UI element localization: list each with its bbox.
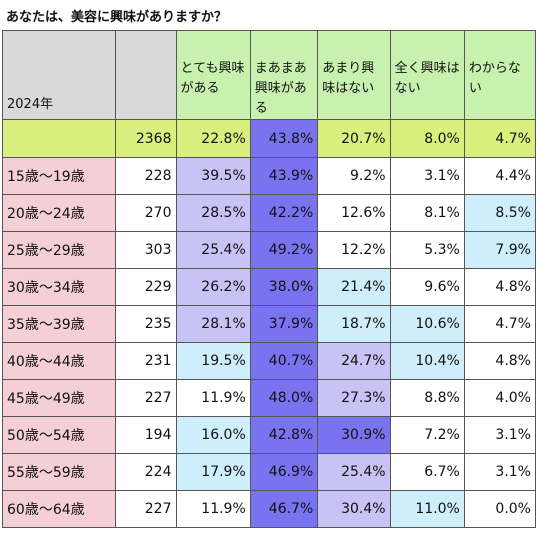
- percentage-cell: 19.5%: [175, 342, 251, 380]
- percentage-cell: 4.8%: [463, 342, 536, 380]
- percentage-cell: 4.8%: [463, 268, 536, 306]
- percentage-cell: 40.7%: [249, 342, 319, 380]
- percentage-cell: 25.4%: [175, 231, 251, 269]
- percentage-cell: 26.2%: [175, 268, 251, 306]
- respondent-count: 303: [115, 231, 177, 269]
- respondent-count: 227: [115, 379, 177, 417]
- percentage-cell: 4.7%: [463, 305, 536, 343]
- percentage-cell: 6.7%: [389, 453, 465, 491]
- percentage-cell: 3.1%: [389, 157, 465, 195]
- percentage-cell: 3.1%: [463, 416, 536, 454]
- respondent-count: 270: [115, 194, 177, 232]
- page-title: あなたは、美容に興味がありますか？: [6, 10, 228, 25]
- table-row: 35歳～39歳 235 28.1% 37.9% 18.7% 10.6% 4.7%: [1, 305, 536, 343]
- percentage-cell: 30.4%: [317, 490, 391, 528]
- table-row: 40歳～44歳 231 19.5% 40.7% 24.7% 10.4% 4.8%: [1, 342, 536, 380]
- age-label: 25歳～29歳: [1, 231, 117, 269]
- percentage-cell: 11.9%: [175, 379, 251, 417]
- percentage-cell: 10.4%: [389, 342, 465, 380]
- percentage-cell: 11.0%: [389, 490, 465, 528]
- respondent-count: 224: [115, 453, 177, 491]
- percentage-cell: 0.0%: [463, 490, 536, 528]
- percentage-cell: 49.2%: [249, 231, 319, 269]
- table-row: 55歳～59歳 224 17.9% 46.9% 25.4% 6.7% 3.1%: [1, 453, 536, 491]
- percentage-cell: 48.0%: [249, 379, 319, 417]
- table-row: 25歳～29歳 303 25.4% 49.2% 12.2% 5.3% 7.9%: [1, 231, 536, 269]
- percentage-cell: 25.4%: [317, 453, 391, 491]
- age-label: 55歳～59歳: [1, 453, 117, 491]
- respondent-count: 227: [115, 490, 177, 528]
- age-label: 40歳～44歳: [1, 342, 117, 380]
- percentage-cell: 21.4%: [317, 268, 391, 306]
- column-header: まあまあ興味がある: [249, 30, 319, 120]
- total-value: 22.8%: [175, 119, 251, 158]
- age-label: 30歳～34歳: [1, 268, 117, 306]
- percentage-cell: 38.0%: [249, 268, 319, 306]
- percentage-cell: 8.1%: [389, 194, 465, 232]
- percentage-cell: 39.5%: [175, 157, 251, 195]
- percentage-cell: 10.6%: [389, 305, 465, 343]
- total-value: 43.8%: [249, 119, 319, 158]
- total-value: 4.7%: [463, 119, 536, 158]
- percentage-cell: 8.8%: [389, 379, 465, 417]
- percentage-cell: 7.2%: [389, 416, 465, 454]
- age-label: 50歳～54歳: [1, 416, 117, 454]
- column-header: あまり興味はない: [317, 30, 391, 120]
- total-value: 20.7%: [317, 119, 391, 158]
- percentage-cell: 42.2%: [249, 194, 319, 232]
- percentage-cell: 5.3%: [389, 231, 465, 269]
- total-value: 8.0%: [389, 119, 465, 158]
- percentage-cell: 18.7%: [317, 305, 391, 343]
- percentage-cell: 42.8%: [249, 416, 319, 454]
- age-label: 20歳～24歳: [1, 194, 117, 232]
- percentage-cell: 4.0%: [463, 379, 536, 417]
- percentage-cell: 27.3%: [317, 379, 391, 417]
- percentage-cell: 46.7%: [249, 490, 319, 528]
- percentage-cell: 12.6%: [317, 194, 391, 232]
- percentage-cell: 7.9%: [463, 231, 536, 269]
- header-row: 2024年 とても興味がある まあまあ興味がある あまり興味はない 全く興味はな…: [1, 30, 536, 120]
- column-header: とても興味がある: [175, 30, 251, 120]
- percentage-cell: 12.2%: [317, 231, 391, 269]
- total-count: 2368: [115, 119, 177, 158]
- percentage-cell: 17.9%: [175, 453, 251, 491]
- column-header: 全く興味はない: [389, 30, 465, 120]
- respondent-count: 194: [115, 416, 177, 454]
- age-label: 15歳～19歳: [1, 157, 117, 195]
- percentage-cell: 28.1%: [175, 305, 251, 343]
- percentage-cell: 9.2%: [317, 157, 391, 195]
- respondent-count: 228: [115, 157, 177, 195]
- table-row: 60歳～64歳 227 11.9% 46.7% 30.4% 11.0% 0.0%: [1, 490, 536, 528]
- respondent-count: 231: [115, 342, 177, 380]
- percentage-cell: 4.4%: [463, 157, 536, 195]
- table-row: 45歳～49歳 227 11.9% 48.0% 27.3% 8.8% 4.0%: [1, 379, 536, 417]
- percentage-cell: 30.9%: [317, 416, 391, 454]
- year-header: 2024年: [1, 30, 117, 120]
- table-row: 15歳～19歳 228 39.5% 43.9% 9.2% 3.1% 4.4%: [1, 157, 536, 195]
- table-row: 50歳～54歳 194 16.0% 42.8% 30.9% 7.2% 3.1%: [1, 416, 536, 454]
- percentage-cell: 46.9%: [249, 453, 319, 491]
- percentage-cell: 11.9%: [175, 490, 251, 528]
- percentage-cell: 28.5%: [175, 194, 251, 232]
- percentage-cell: 37.9%: [249, 305, 319, 343]
- percentage-cell: 3.1%: [463, 453, 536, 491]
- percentage-cell: 8.5%: [463, 194, 536, 232]
- percentage-cell: 16.0%: [175, 416, 251, 454]
- survey-table: 2024年 とても興味がある まあまあ興味がある あまり興味はない 全く興味はな…: [1, 30, 536, 528]
- total-label: [1, 119, 117, 158]
- percentage-cell: 43.9%: [249, 157, 319, 195]
- respondent-count: 229: [115, 268, 177, 306]
- total-row: 2368 22.8% 43.8% 20.7% 8.0% 4.7%: [1, 119, 536, 158]
- table-row: 30歳～34歳 229 26.2% 38.0% 21.4% 9.6% 4.8%: [1, 268, 536, 306]
- count-header: [115, 30, 177, 120]
- percentage-cell: 9.6%: [389, 268, 465, 306]
- respondent-count: 235: [115, 305, 177, 343]
- age-label: 45歳～49歳: [1, 379, 117, 417]
- table-row: 20歳～24歳 270 28.5% 42.2% 12.6% 8.1% 8.5%: [1, 194, 536, 232]
- column-header: わからない: [463, 30, 536, 120]
- age-label: 60歳～64歳: [1, 490, 117, 528]
- age-label: 35歳～39歳: [1, 305, 117, 343]
- percentage-cell: 24.7%: [317, 342, 391, 380]
